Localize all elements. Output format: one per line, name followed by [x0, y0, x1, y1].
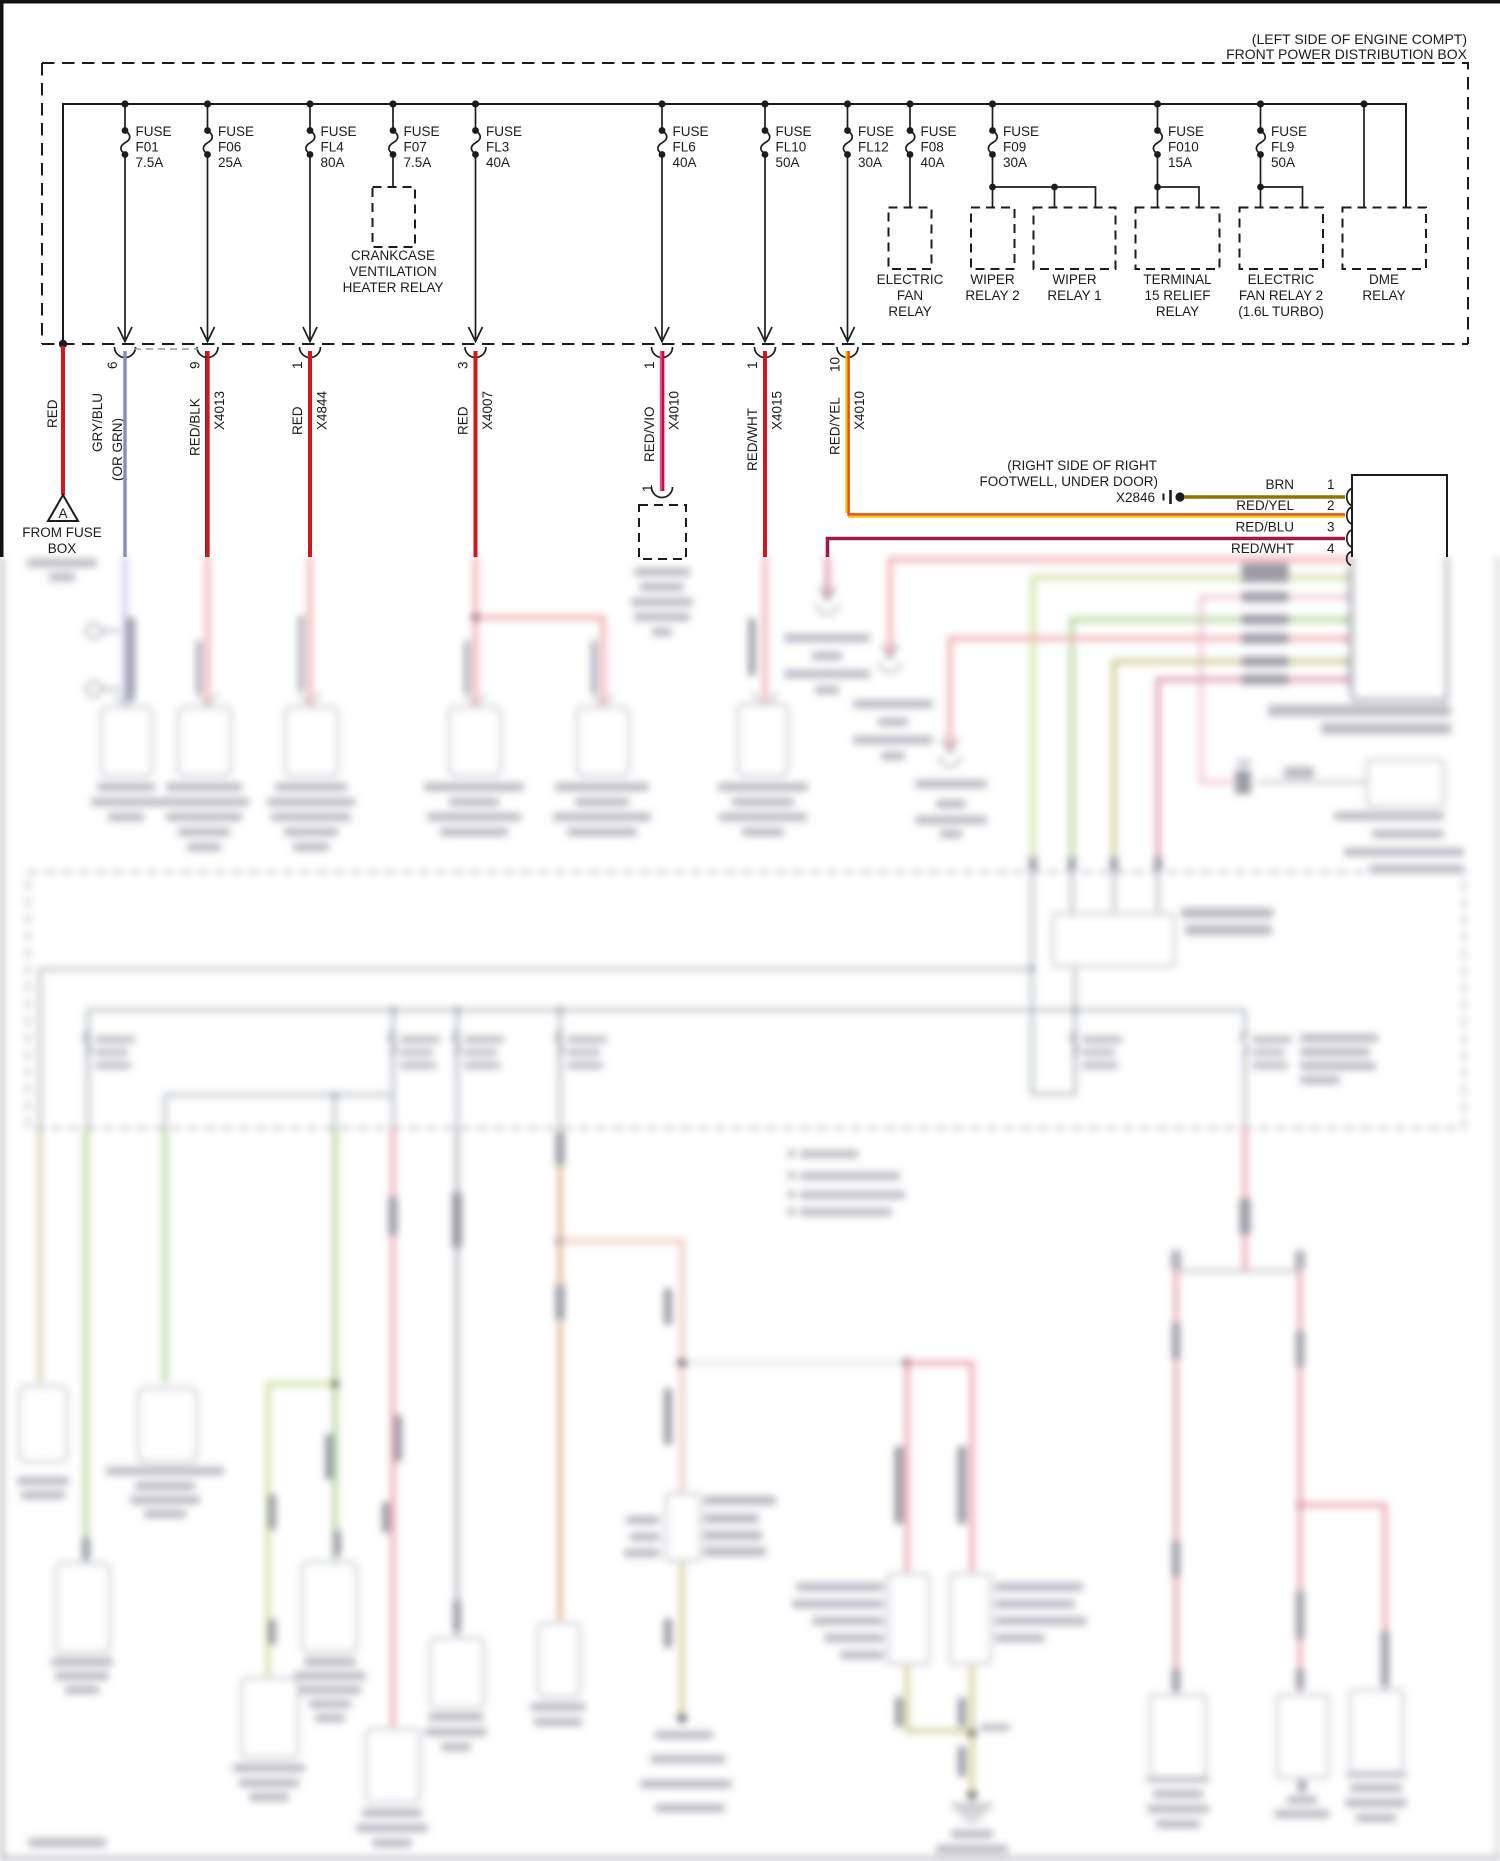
svg-text:X4844: X4844	[315, 390, 330, 430]
svg-text:FUSE: FUSE	[1003, 124, 1039, 139]
svg-text:FUSE: FUSE	[321, 124, 357, 139]
svg-text:RELAY 2: RELAY 2	[965, 288, 1019, 303]
svg-text:15 RELIEF: 15 RELIEF	[1144, 288, 1210, 303]
svg-text:7.5A: 7.5A	[136, 155, 164, 170]
svg-text:6: 6	[105, 361, 120, 369]
svg-text:(RIGHT SIDE OF RIGHT: (RIGHT SIDE OF RIGHT	[1007, 458, 1157, 473]
svg-text:40A: 40A	[921, 155, 945, 170]
svg-text:WIPER: WIPER	[1052, 272, 1097, 287]
svg-text:9: 9	[188, 361, 203, 369]
svg-text:WIPER: WIPER	[970, 272, 1015, 287]
svg-text:TERMINAL: TERMINAL	[1143, 272, 1212, 287]
svg-text:RED/VIO: RED/VIO	[642, 406, 657, 462]
svg-text:X4013: X4013	[212, 391, 227, 430]
svg-text:(1.6L TURBO): (1.6L TURBO)	[1238, 304, 1324, 319]
svg-text:RED/BLK: RED/BLK	[188, 398, 203, 456]
svg-text:FL3: FL3	[486, 140, 509, 155]
svg-text:1: 1	[1327, 477, 1335, 492]
svg-text:FUSE: FUSE	[218, 124, 254, 139]
svg-text:F01: F01	[136, 140, 159, 155]
svg-text:HEATER RELAY: HEATER RELAY	[343, 280, 444, 295]
svg-text:1: 1	[640, 484, 655, 492]
svg-text:7.5A: 7.5A	[404, 155, 432, 170]
svg-text:FUSE: FUSE	[921, 124, 957, 139]
svg-text:X4015: X4015	[770, 391, 785, 430]
svg-text:FL12: FL12	[858, 140, 889, 155]
svg-text:25A: 25A	[218, 155, 242, 170]
svg-text:FUSE: FUSE	[673, 124, 709, 139]
svg-text:FUSE: FUSE	[1271, 124, 1307, 139]
svg-text:RED: RED	[456, 406, 471, 435]
svg-text:F06: F06	[218, 140, 241, 155]
svg-text:DME: DME	[1369, 272, 1399, 287]
svg-text:(LEFT SIDE OF ENGINE COMPT): (LEFT SIDE OF ENGINE COMPT)	[1252, 31, 1467, 47]
svg-text:1: 1	[745, 361, 760, 369]
svg-text:FUSE: FUSE	[486, 124, 522, 139]
svg-text:BOX: BOX	[48, 541, 77, 556]
svg-text:FROM FUSE: FROM FUSE	[22, 525, 102, 540]
svg-text:RED/BLU: RED/BLU	[1235, 520, 1294, 535]
svg-text:RED: RED	[45, 399, 60, 428]
svg-text:(OR GRN): (OR GRN)	[110, 418, 125, 481]
svg-text:50A: 50A	[1271, 155, 1295, 170]
svg-text:40A: 40A	[673, 155, 697, 170]
svg-text:ELECTRIC: ELECTRIC	[877, 272, 944, 287]
svg-text:RELAY: RELAY	[888, 304, 931, 319]
svg-text:RELAY: RELAY	[1156, 304, 1199, 319]
svg-text:1: 1	[290, 361, 305, 369]
svg-text:FUSE: FUSE	[1168, 124, 1204, 139]
svg-text:FL6: FL6	[673, 140, 696, 155]
svg-text:X4010: X4010	[667, 391, 682, 430]
svg-text:RED/YEL: RED/YEL	[828, 397, 843, 455]
svg-text:FL9: FL9	[1271, 140, 1294, 155]
svg-text:40A: 40A	[486, 155, 510, 170]
svg-text:10: 10	[828, 357, 843, 372]
svg-text:FUSE: FUSE	[404, 124, 440, 139]
svg-text:F07: F07	[404, 140, 427, 155]
svg-text:RELAY 1: RELAY 1	[1047, 288, 1101, 303]
svg-text:FL10: FL10	[776, 140, 807, 155]
svg-text:RED/YEL: RED/YEL	[1236, 498, 1294, 513]
svg-text:50A: 50A	[776, 155, 800, 170]
svg-text:30A: 30A	[858, 155, 882, 170]
svg-text:RED: RED	[290, 406, 305, 435]
svg-text:ELECTRIC: ELECTRIC	[1248, 272, 1315, 287]
svg-text:F08: F08	[921, 140, 944, 155]
svg-text:4: 4	[1327, 541, 1335, 556]
svg-text:FUSE: FUSE	[776, 124, 812, 139]
svg-text:80A: 80A	[321, 155, 345, 170]
svg-text:VENTILATION: VENTILATION	[349, 264, 437, 279]
svg-text:1: 1	[642, 361, 657, 369]
svg-text:X2846: X2846	[1116, 490, 1155, 505]
svg-text:FRONT POWER DISTRIBUTION BOX: FRONT POWER DISTRIBUTION BOX	[1226, 46, 1468, 62]
svg-text:FOOTWELL, UNDER DOOR): FOOTWELL, UNDER DOOR)	[979, 474, 1158, 489]
svg-text:RELAY: RELAY	[1362, 288, 1405, 303]
svg-text:F09: F09	[1003, 140, 1026, 155]
svg-text:3: 3	[456, 361, 471, 369]
svg-text:X4007: X4007	[480, 391, 495, 430]
svg-text:F010: F010	[1168, 140, 1199, 155]
svg-text:A: A	[58, 506, 67, 521]
svg-text:30A: 30A	[1003, 155, 1027, 170]
svg-text:FUSE: FUSE	[858, 124, 894, 139]
svg-text:FAN RELAY 2: FAN RELAY 2	[1239, 288, 1323, 303]
svg-text:CRANKCASE: CRANKCASE	[351, 248, 435, 263]
svg-text:BRN: BRN	[1265, 477, 1294, 492]
svg-text:RED/WHT: RED/WHT	[745, 408, 760, 471]
svg-text:GRY/BLU: GRY/BLU	[90, 393, 105, 452]
svg-text:15A: 15A	[1168, 155, 1192, 170]
svg-text:RED/WHT: RED/WHT	[1231, 541, 1294, 556]
svg-text:X4010: X4010	[852, 391, 867, 430]
svg-text:FUSE: FUSE	[136, 124, 172, 139]
svg-text:2: 2	[1327, 498, 1335, 513]
svg-text:FL4: FL4	[321, 140, 345, 155]
svg-text:3: 3	[1327, 520, 1335, 535]
svg-text:FAN: FAN	[897, 288, 923, 303]
